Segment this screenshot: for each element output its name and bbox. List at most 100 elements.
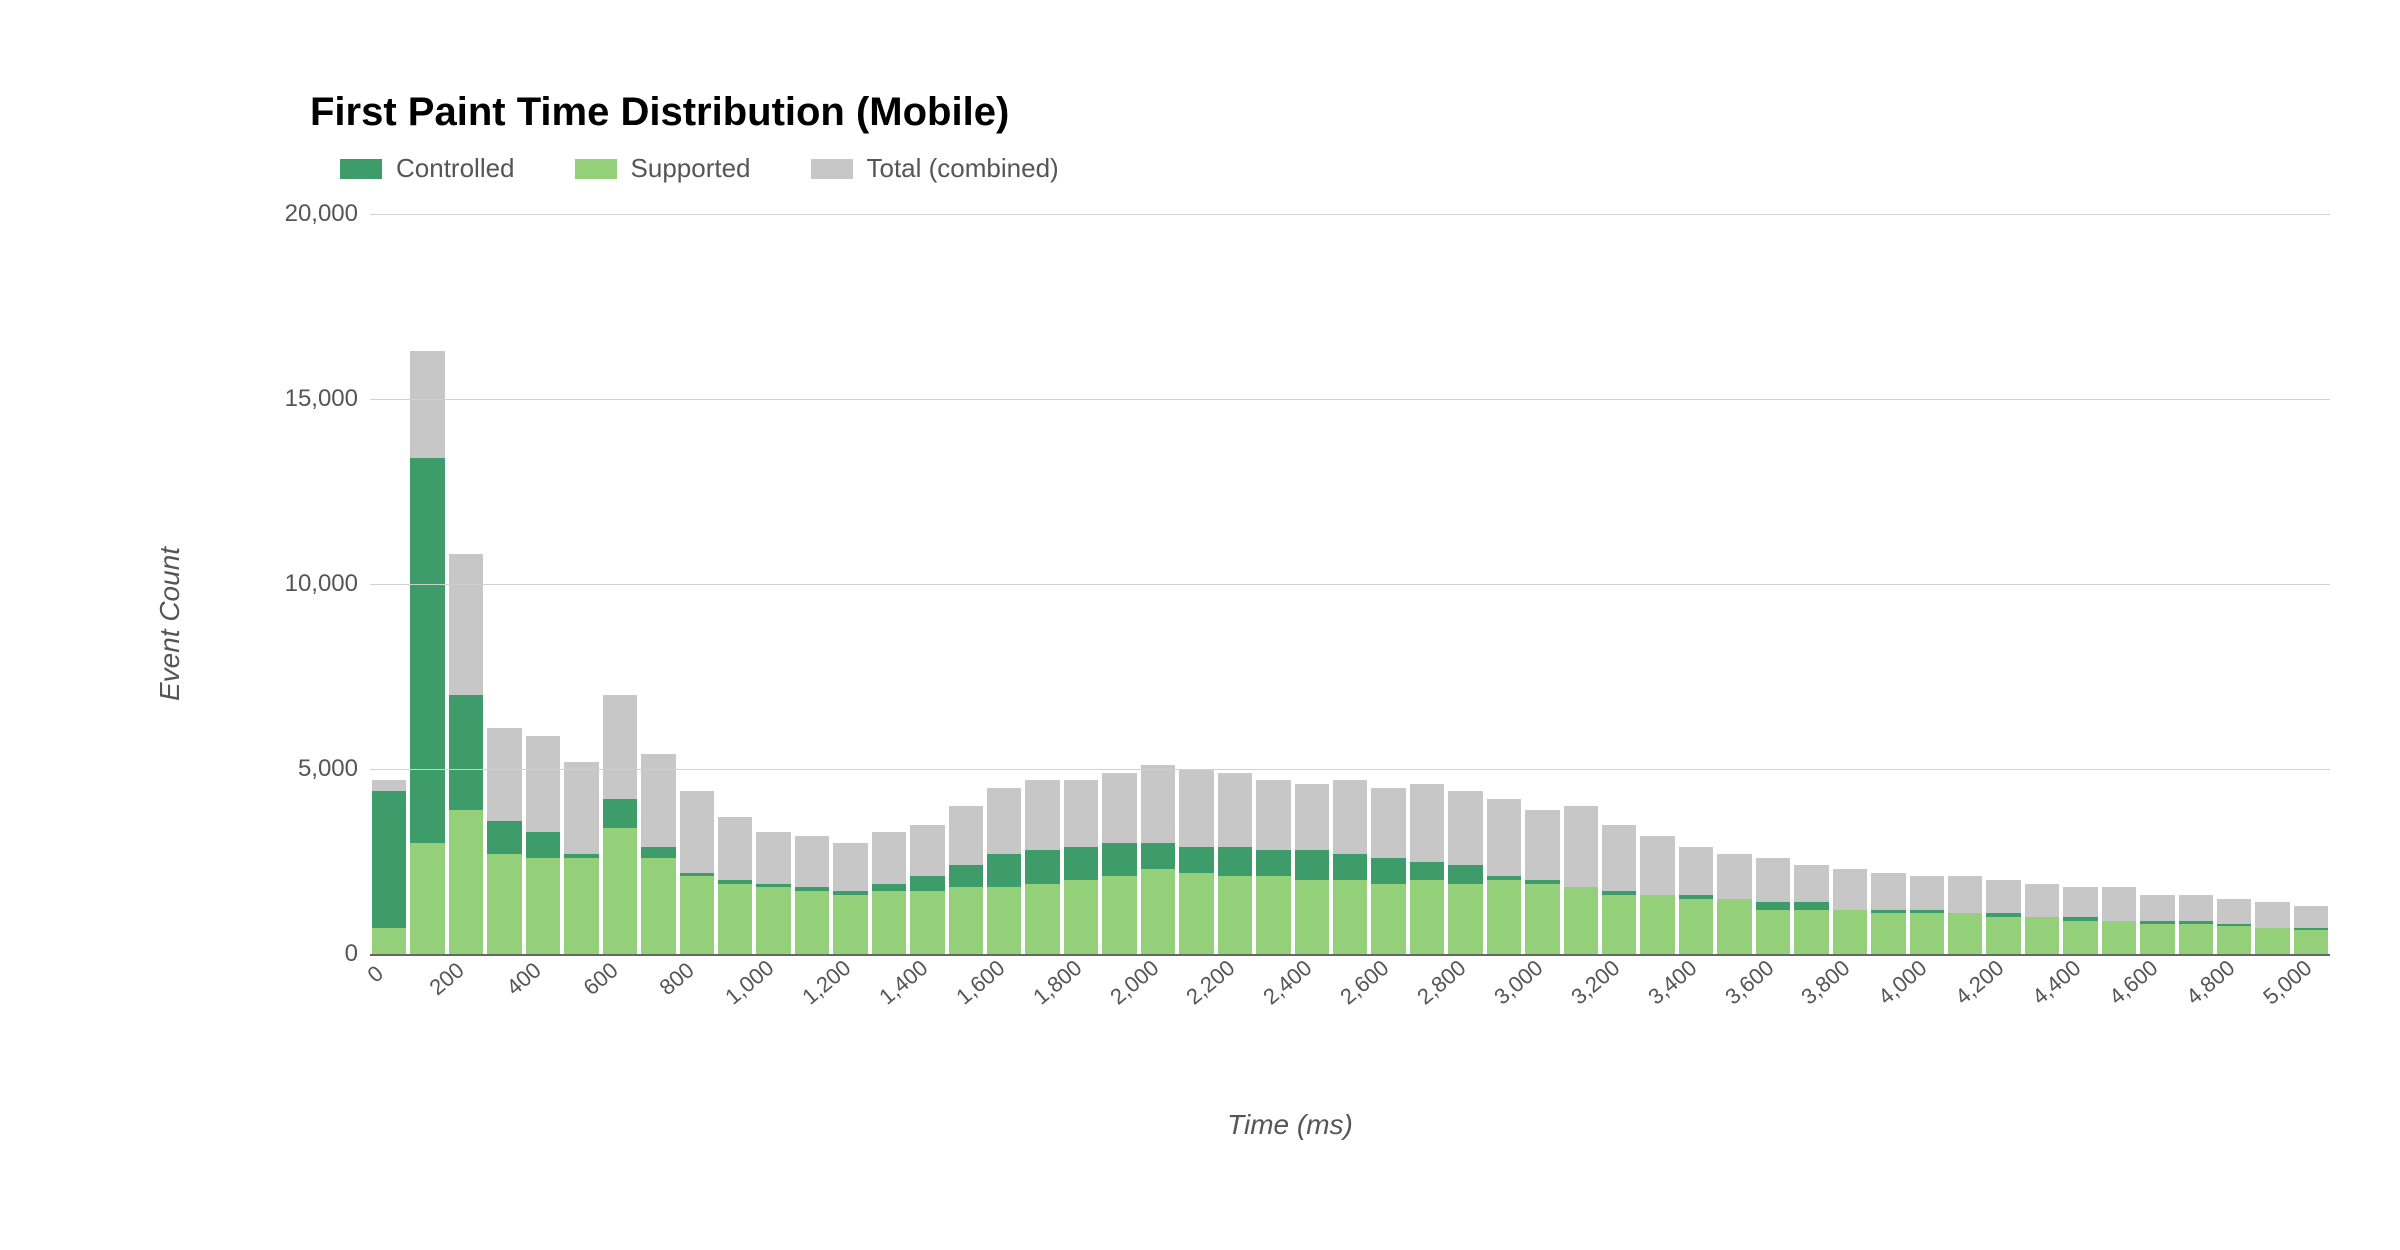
x-tick-label: 3,400 — [1643, 955, 1702, 1010]
x-tick-label: 3,000 — [1489, 955, 1548, 1010]
bar-supported — [718, 884, 752, 954]
bar-supported — [1948, 913, 1982, 954]
x-tick-label: 4,600 — [2104, 955, 2163, 1010]
chart-title: First Paint Time Distribution (Mobile) — [310, 90, 2310, 135]
legend: Controlled Supported Total (combined) — [340, 153, 2310, 184]
x-tick-label: 2,000 — [1105, 955, 1164, 1010]
bar-supported — [1910, 913, 1944, 954]
x-axis-title: Time (ms) — [1227, 1109, 1353, 1141]
bar-supported — [2217, 926, 2251, 954]
y-tick-label: 15,000 — [285, 385, 370, 413]
bar-supported — [1218, 876, 1252, 954]
bar-supported — [1102, 876, 1136, 954]
bar-supported — [1448, 884, 1482, 954]
legend-swatch-supported — [575, 159, 617, 179]
bar-supported — [680, 876, 714, 954]
bar-supported — [526, 858, 560, 954]
bar-supported — [2140, 924, 2174, 954]
bar-supported — [1525, 884, 1559, 954]
bar-supported — [449, 810, 483, 954]
bar-supported — [1679, 899, 1713, 955]
bar-supported — [1064, 880, 1098, 954]
x-tick-label: 5,000 — [2258, 955, 2317, 1010]
y-tick-label: 10,000 — [285, 570, 370, 598]
bar-supported — [1602, 895, 1636, 954]
bar-supported — [1640, 895, 1674, 954]
grid-line — [370, 399, 2330, 400]
bar-supported — [949, 887, 983, 954]
x-tick-label: 4,000 — [1874, 955, 1933, 1010]
bar-supported — [1141, 869, 1175, 954]
x-tick-label: 2,200 — [1182, 955, 1241, 1010]
bar-supported — [872, 891, 906, 954]
bar-supported — [1256, 876, 1290, 954]
chart-area: Event Count 05,00010,00015,00020,000 020… — [250, 214, 2330, 1034]
x-tick-label: 1,400 — [874, 955, 933, 1010]
grid-line — [370, 214, 2330, 215]
x-tick-label: 3,600 — [1720, 955, 1779, 1010]
bar-supported — [1410, 880, 1444, 954]
grid-line — [370, 769, 2330, 770]
bar-supported — [910, 891, 944, 954]
x-tick-label: 400 — [501, 957, 546, 1001]
x-tick-label: 4,800 — [2181, 955, 2240, 1010]
x-tick-label: 1,200 — [797, 955, 856, 1010]
bar-supported — [1986, 917, 2020, 954]
bar-supported — [1833, 910, 1867, 954]
legend-item-controlled: Controlled — [340, 153, 515, 184]
bar-supported — [987, 887, 1021, 954]
x-tick-label: 2,600 — [1335, 955, 1394, 1010]
bar-supported — [564, 858, 598, 954]
bar-supported — [1717, 899, 1751, 955]
legend-label-supported: Supported — [631, 153, 751, 184]
grid-line — [370, 584, 2330, 585]
bar-supported — [372, 928, 406, 954]
bar-supported — [1794, 910, 1828, 954]
x-tick-label: 2,800 — [1412, 955, 1471, 1010]
bar-supported — [1371, 884, 1405, 954]
x-tick-label: 1,800 — [1028, 955, 1087, 1010]
legend-item-supported: Supported — [575, 153, 751, 184]
bar-supported — [2102, 921, 2136, 954]
x-tick-label: 800 — [655, 957, 700, 1001]
x-tick-label: 3,200 — [1566, 955, 1625, 1010]
legend-label-controlled: Controlled — [396, 153, 515, 184]
bar-supported — [2025, 917, 2059, 954]
bar-supported — [2255, 928, 2289, 954]
bar-supported — [487, 854, 521, 954]
x-tick-label: 1,600 — [951, 955, 1010, 1010]
x-tick-label: 3,800 — [1797, 955, 1856, 1010]
bar-supported — [1564, 887, 1598, 954]
legend-swatch-controlled — [340, 159, 382, 179]
y-tick-label: 20,000 — [285, 200, 370, 228]
x-tick-labels: 02004006008001,0001,2001,4001,6001,8002,… — [370, 962, 2330, 1022]
bar-supported — [795, 891, 829, 954]
bar-supported — [1871, 913, 1905, 954]
legend-label-total: Total (combined) — [867, 153, 1059, 184]
bar-supported — [1295, 880, 1329, 954]
bar-supported — [2063, 921, 2097, 954]
bar-supported — [1487, 880, 1521, 954]
x-tick-label: 2,400 — [1259, 955, 1318, 1010]
legend-item-total: Total (combined) — [811, 153, 1059, 184]
bar-supported — [2294, 930, 2328, 954]
x-tick-label: 200 — [424, 957, 469, 1001]
chart-page: First Paint Time Distribution (Mobile) C… — [0, 0, 2400, 1250]
x-tick-label: 1,000 — [721, 955, 780, 1010]
bar-supported — [410, 843, 444, 954]
bar-supported — [641, 858, 675, 954]
bar-supported — [833, 895, 867, 954]
bar-supported — [1025, 884, 1059, 954]
x-tick-label: 4,400 — [2027, 955, 2086, 1010]
legend-swatch-total — [811, 159, 853, 179]
bar-supported — [1333, 880, 1367, 954]
bar-supported — [1179, 873, 1213, 954]
y-tick-label: 5,000 — [298, 755, 370, 783]
bar-supported — [2179, 924, 2213, 954]
x-tick-label: 4,200 — [1950, 955, 2009, 1010]
bar-supported — [756, 887, 790, 954]
bar-supported — [603, 828, 637, 954]
plot-region: 05,00010,00015,00020,000 — [370, 214, 2330, 956]
x-tick-label: 600 — [578, 957, 623, 1001]
y-axis-title: Event Count — [154, 547, 186, 701]
